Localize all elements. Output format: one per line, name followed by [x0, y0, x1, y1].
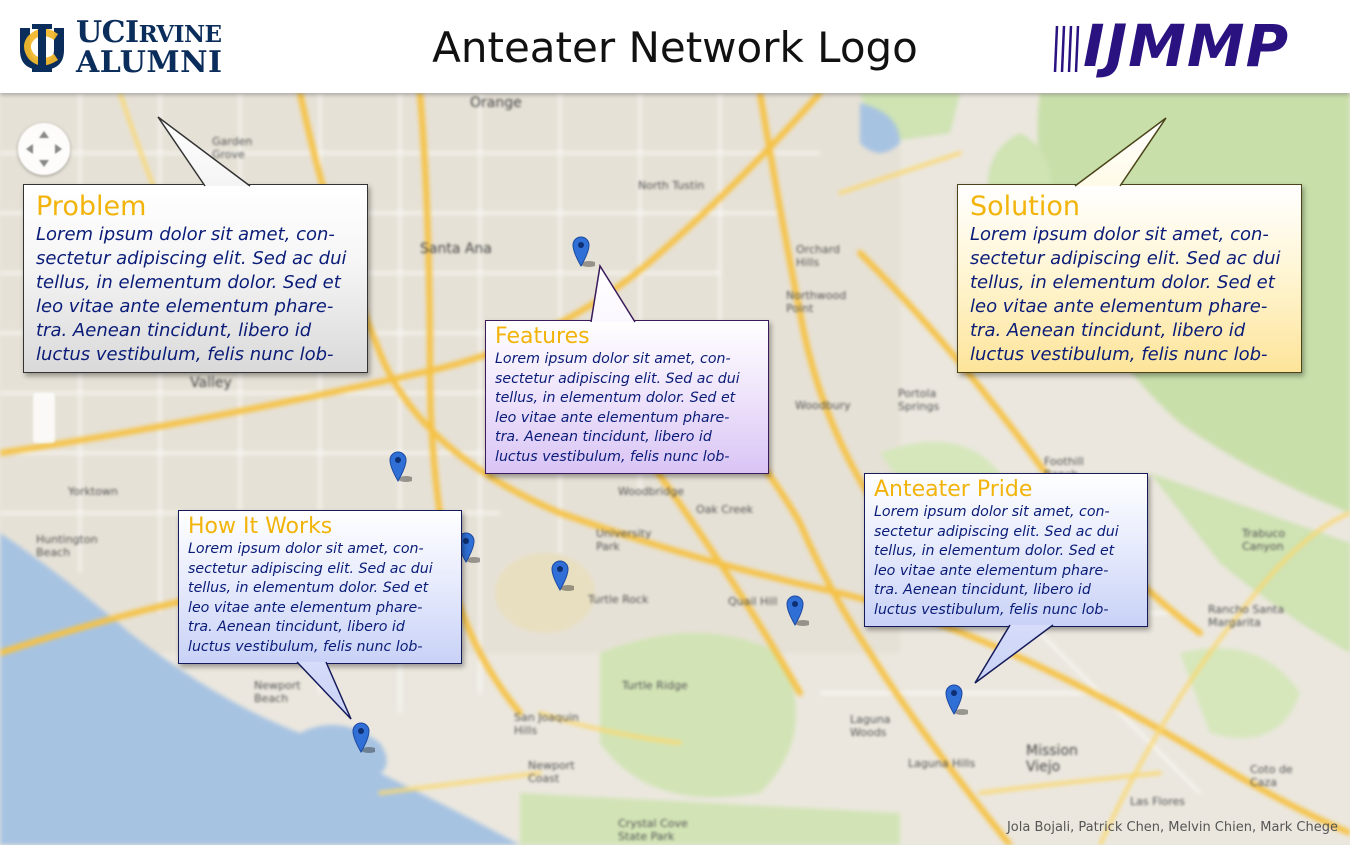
map-label-turtle-ridge: Turtle Ridge — [622, 679, 688, 692]
uci-alumni-logo: UCIRVINE ALUMNI — [14, 16, 224, 82]
map-label-oak-creek: Oak Creek — [696, 503, 754, 516]
callout-heading: Solution — [970, 191, 1080, 222]
map-label-northwood-point: Northwood Point — [786, 289, 847, 315]
ijmmp-wordmark: IJMMP — [1083, 12, 1290, 80]
map-pin-icon[interactable] — [783, 593, 809, 627]
callout-heading: Anteater Pride — [874, 477, 1033, 502]
callout-how-it-works: How It Works Lorem ipsum dolor sit amet,… — [178, 510, 462, 664]
map-label-yorktown: Yorktown — [68, 485, 118, 498]
map-pin-icon[interactable] — [569, 234, 595, 268]
ijmmp-logo: IJMMP — [1053, 12, 1333, 80]
map-label-laguna-woods: Laguna Woods — [850, 713, 891, 739]
map-pin-icon[interactable] — [386, 449, 412, 483]
map-label-laguna-hills: Laguna Hills — [908, 757, 976, 770]
map-pin-icon[interactable] — [349, 720, 375, 754]
map-label-north-tustin: North Tustin — [638, 179, 705, 192]
header-bar: UCIRVINE ALUMNI Anteater Network Logo IJ… — [0, 0, 1350, 93]
map-label-orchard-hills: Orchard Hills — [796, 243, 841, 269]
map-label-trabuco-canyon: Trabuco Canyon — [1242, 527, 1286, 553]
callout-anteater-pride: Anteater Pride Lorem ipsum dolor sit ame… — [864, 473, 1148, 627]
callout-heading: How It Works — [188, 514, 333, 539]
map-label-huntington-beach: Huntington Beach — [36, 533, 98, 559]
map-label-quail-hill: Quail Hill — [728, 595, 778, 608]
map-label-mission-viejo: Mission Viejo — [1026, 743, 1078, 775]
map-zoom-control[interactable] — [33, 393, 55, 443]
callout-heading: Features — [495, 324, 590, 349]
uci-monogram-icon — [20, 24, 64, 72]
callout-body: Lorem ipsum dolor sit amet, con- sectetu… — [36, 224, 347, 365]
callout-heading: Problem — [36, 191, 147, 222]
map-label-rancho-santa-margarita: Rancho Santa Margarita — [1208, 603, 1285, 629]
author-credits: Jola Bojali, Patrick Chen, Melvin Chien,… — [1006, 820, 1338, 835]
page-title: Anteater Network Logo — [432, 23, 918, 72]
map-label-woodbury: Woodbury — [795, 399, 851, 412]
map-label-newport-beach: Newport Beach — [254, 679, 301, 705]
ijmmp-bars-icon — [1053, 25, 1080, 73]
uci-line1: UCIRVINE — [76, 15, 222, 50]
map-label-woodbridge: Woodbridge — [618, 485, 684, 498]
map-label-turtle-rock: Turtle Rock — [588, 593, 649, 606]
callout-solution: Solution Lorem ipsum dolor sit amet, con… — [957, 184, 1302, 373]
callout-body: Lorem ipsum dolor sit amet, con- sectetu… — [970, 224, 1281, 365]
map-label-santa-ana: Santa Ana — [420, 241, 492, 257]
map-pan-control[interactable] — [18, 123, 70, 175]
map-pin-icon[interactable] — [942, 682, 968, 716]
map-pin-icon[interactable] — [548, 558, 574, 592]
uci-line2: ALUMNI — [76, 45, 223, 80]
pan-arrows-icon — [26, 131, 62, 167]
map-label-valley: Valley — [190, 375, 232, 391]
map-label-garden-grove: Garden Grove — [212, 135, 253, 161]
callout-features: Features Lorem ipsum dolor sit amet, con… — [485, 320, 769, 474]
map-label-coto-de-caza: Coto de Caza — [1250, 763, 1293, 789]
callout-body: Lorem ipsum dolor sit amet, con- sectetu… — [188, 541, 433, 655]
map-label-portola-springs: Portola Springs — [898, 387, 940, 413]
map-label-newport-coast: Newport Coast — [528, 759, 575, 785]
map-label-university-park: University Park — [596, 527, 652, 553]
callout-body: Lorem ipsum dolor sit amet, con- sectetu… — [495, 351, 740, 465]
map-label-las-flores: Las Flores — [1130, 795, 1185, 808]
map-label-orange: Orange — [470, 95, 522, 111]
map-label-crystal-cove: Crystal Cove State Park — [618, 817, 688, 843]
map-label-san-joaquin-hills: San Joaquin Hills — [514, 711, 579, 737]
callout-body: Lorem ipsum dolor sit amet, con- sectetu… — [874, 504, 1119, 618]
callout-problem: Problem Lorem ipsum dolor sit amet, con-… — [23, 184, 368, 373]
